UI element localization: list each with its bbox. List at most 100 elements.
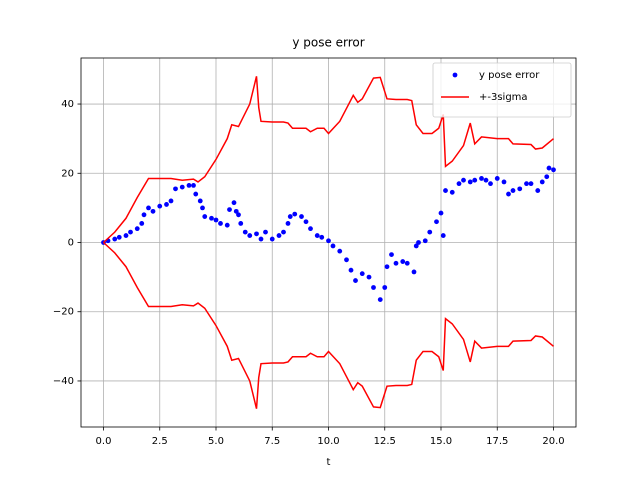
grid (81, 58, 576, 427)
data-point (193, 191, 199, 197)
legend-box (432, 62, 572, 118)
line (102, 76, 554, 244)
data-point (551, 167, 556, 173)
data-point (456, 181, 462, 187)
data-point (501, 179, 507, 185)
data-point (353, 278, 358, 283)
data-point (139, 221, 145, 226)
data-point (413, 243, 419, 249)
data-point (479, 176, 484, 181)
data-point (146, 205, 151, 211)
data-point (157, 203, 163, 209)
data-point (209, 215, 214, 221)
data-point (299, 214, 304, 219)
data-point (150, 208, 156, 214)
data-point (173, 186, 178, 192)
x-tick-label: 5.0 (208, 436, 224, 447)
data-point (524, 181, 529, 187)
data-point (112, 236, 118, 242)
data-point (494, 176, 500, 181)
legend-marker (452, 72, 458, 78)
data-point (411, 269, 417, 275)
data-point (539, 179, 545, 185)
data-point (506, 191, 511, 197)
plot-area (101, 76, 556, 409)
data-point (389, 252, 394, 258)
data-point (242, 229, 248, 235)
data-point (434, 219, 439, 225)
data-point (371, 285, 376, 290)
data-point (393, 260, 399, 266)
data-point (231, 200, 237, 206)
y-tick-label: 0 (68, 238, 74, 249)
data-point (141, 212, 147, 218)
data-point (427, 229, 433, 235)
data-point (292, 211, 298, 217)
data-point (168, 198, 174, 204)
data-point (510, 188, 516, 193)
y-tick-label: 20 (61, 168, 74, 179)
data-point (382, 285, 388, 290)
legend: y pose error +-3sigma (432, 62, 572, 118)
legend-label: y pose error (479, 70, 540, 81)
data-point (197, 198, 203, 204)
data-point (337, 248, 343, 254)
data-point (416, 240, 421, 245)
data-point (438, 210, 444, 216)
x-axis-label: t (327, 457, 331, 468)
data-point (276, 233, 282, 238)
data-point (546, 165, 552, 171)
data-point (258, 236, 264, 242)
data-point (116, 234, 122, 240)
x-tick-label: 12.5 (374, 436, 396, 447)
data-point (254, 231, 259, 237)
data-point (326, 238, 331, 244)
data-point (472, 177, 478, 183)
x-tick-label: 2.5 (152, 436, 168, 447)
x-tick-label: 0.0 (96, 436, 112, 447)
data-point (200, 205, 205, 211)
data-point (236, 212, 241, 218)
data-point (344, 257, 349, 263)
data-point (233, 208, 239, 214)
data-point (467, 179, 473, 185)
x-tick-label: 17.5 (486, 436, 508, 447)
data-point (269, 236, 275, 242)
x-tick-label: 20.0 (542, 436, 564, 447)
data-point (488, 181, 493, 187)
data-point (285, 221, 291, 226)
data-point (238, 221, 244, 226)
data-point (164, 202, 169, 207)
data-point (179, 184, 185, 190)
x-tick-label: 15.0 (430, 436, 452, 447)
data-point (384, 264, 390, 270)
data-point (308, 226, 313, 232)
data-point (400, 259, 406, 264)
chart-title: y pose error (292, 36, 364, 50)
data-point (287, 214, 293, 219)
data-point (443, 188, 448, 193)
y-tick-label: 40 (61, 99, 74, 110)
data-point (359, 271, 365, 277)
data-point (377, 297, 383, 303)
data-point (281, 229, 286, 235)
data-point (202, 214, 208, 219)
data-point (134, 226, 140, 232)
data-point (422, 238, 428, 244)
data-point (191, 182, 196, 188)
data-point (544, 174, 550, 180)
data-point (218, 221, 223, 226)
data-point (461, 177, 466, 183)
legend-label: +-3sigma (479, 92, 528, 103)
data-point (224, 222, 230, 228)
y-tick-label: −20 (53, 307, 74, 318)
data-point (186, 182, 192, 188)
data-point (404, 260, 410, 266)
data-point (123, 233, 129, 238)
data-point (128, 229, 133, 235)
x-tick-label: 10.0 (317, 436, 339, 447)
data-point (263, 229, 268, 235)
data-point (247, 233, 253, 238)
data-point (227, 207, 232, 213)
